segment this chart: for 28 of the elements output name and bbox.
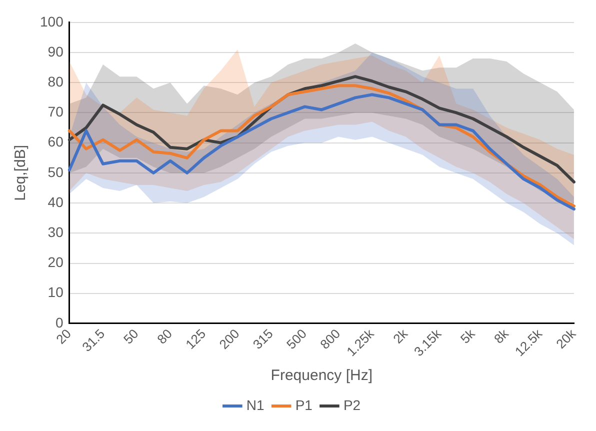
legend-label: P1	[295, 396, 313, 413]
x-tick-label: 80	[154, 326, 175, 347]
y-tick-label: 0	[56, 314, 64, 330]
legend-label: N1	[246, 396, 265, 413]
x-tick-label: 500	[284, 326, 310, 352]
x-tick-label: 50	[120, 326, 142, 347]
x-tick-label: 31.5	[79, 326, 108, 355]
y-tick-label: 100	[40, 13, 64, 30]
x-tick-label: 200	[216, 326, 242, 352]
x-tick-label: 8k	[491, 326, 512, 346]
y-tick-label: 40	[48, 194, 64, 210]
legend-label: P2	[343, 396, 361, 413]
y-tick-label: 70	[48, 104, 64, 120]
y-axis-title: Leq,[dB]	[12, 144, 30, 201]
y-tick-label: 90	[48, 43, 64, 60]
x-axis-title: Frequency [Hz]	[270, 367, 373, 384]
y-tick-label: 30	[48, 224, 64, 240]
x-tick-label: 5k	[457, 326, 478, 346]
y-tick-label: 20	[48, 254, 64, 270]
x-tick-label: 315	[250, 326, 276, 352]
x-tick-label: 2k	[390, 326, 411, 346]
y-tick-label: 50	[48, 164, 64, 180]
y-tick-label: 60	[48, 134, 64, 150]
y-tick-label: 10	[48, 284, 64, 300]
y-tick-label: 80	[48, 73, 64, 90]
x-tick-label: 125	[182, 326, 209, 352]
x-tick-label: 800	[317, 326, 344, 352]
x-tick-label: 20k	[553, 326, 579, 352]
